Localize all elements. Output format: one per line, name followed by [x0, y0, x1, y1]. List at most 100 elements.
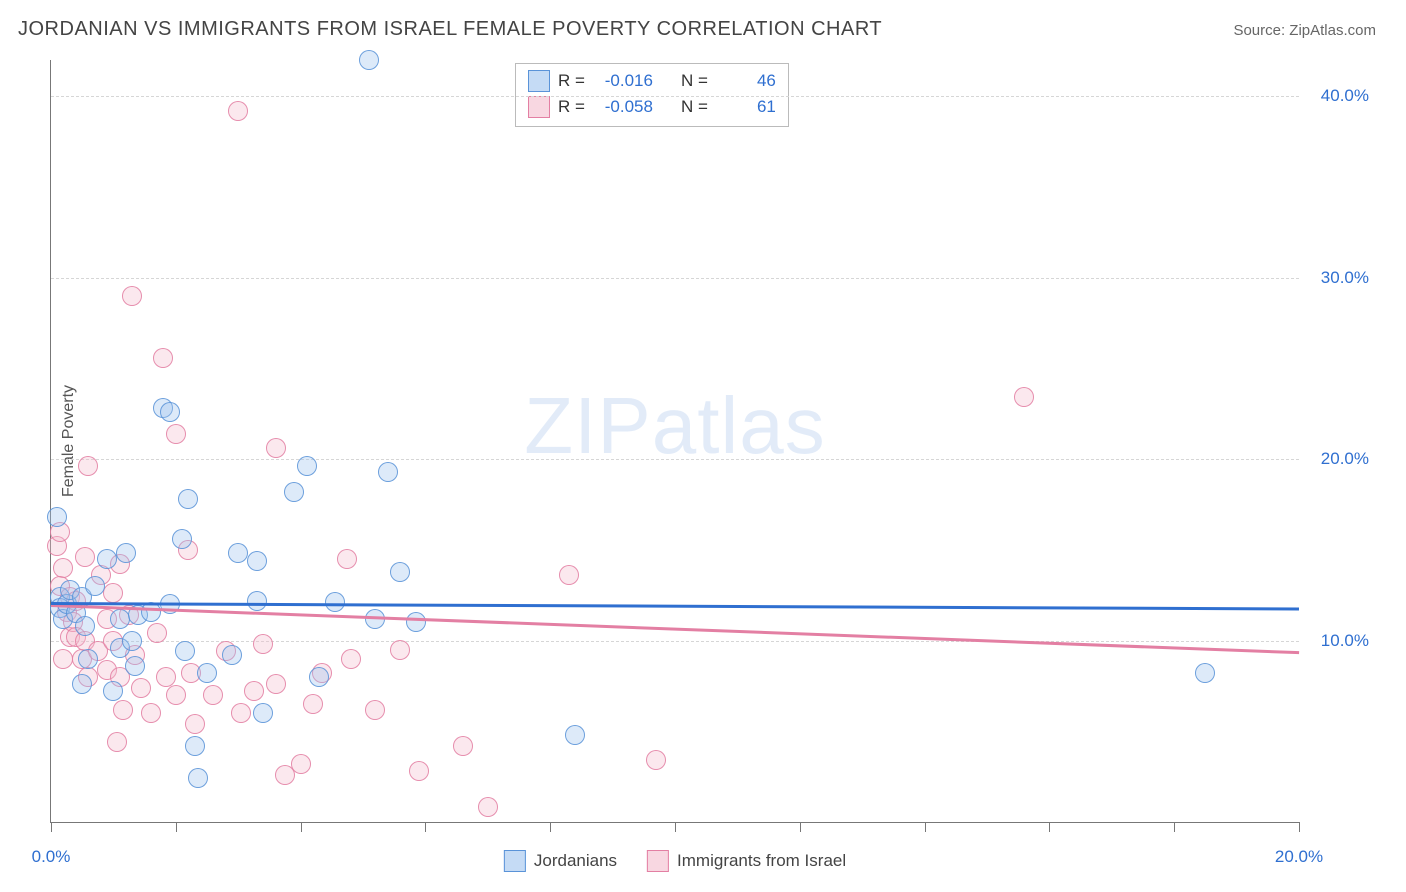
legend-label: Jordanians: [534, 851, 617, 871]
data-point-blue: [406, 612, 426, 632]
data-point-pink: [228, 101, 248, 121]
correlation-legend: R = -0.016 N = 46 R = -0.058 N = 61: [515, 63, 789, 127]
data-point-blue: [75, 616, 95, 636]
data-point-blue: [1195, 663, 1215, 683]
gridline: [51, 96, 1299, 97]
swatch-pink-icon: [528, 96, 550, 118]
data-point-pink: [103, 583, 123, 603]
data-point-blue: [85, 576, 105, 596]
x-tick-mark: [550, 822, 551, 832]
data-point-pink: [341, 649, 361, 669]
data-point-blue: [116, 543, 136, 563]
legend-item-blue: Jordanians: [504, 850, 617, 872]
data-point-pink: [141, 703, 161, 723]
data-point-pink: [107, 732, 127, 752]
data-point-blue: [390, 562, 410, 582]
x-tick-label: 20.0%: [1275, 847, 1323, 867]
data-point-blue: [309, 667, 329, 687]
data-point-pink: [185, 714, 205, 734]
data-point-pink: [231, 703, 251, 723]
data-point-pink: [153, 348, 173, 368]
data-point-blue: [284, 482, 304, 502]
n-value: 61: [716, 97, 776, 117]
data-point-blue: [122, 631, 142, 651]
n-value: 46: [716, 71, 776, 91]
x-tick-mark: [176, 822, 177, 832]
data-point-pink: [337, 549, 357, 569]
data-point-pink: [113, 700, 133, 720]
data-point-blue: [222, 645, 242, 665]
data-point-blue: [47, 507, 67, 527]
data-point-pink: [203, 685, 223, 705]
data-point-blue: [185, 736, 205, 756]
data-point-blue: [110, 609, 130, 629]
watermark: ZIPatlas: [524, 380, 825, 472]
data-point-pink: [303, 694, 323, 714]
r-value: -0.058: [593, 97, 653, 117]
data-point-pink: [78, 456, 98, 476]
data-point-blue: [188, 768, 208, 788]
data-point-blue: [297, 456, 317, 476]
swatch-blue-icon: [528, 70, 550, 92]
data-point-blue: [359, 50, 379, 70]
x-tick-mark: [925, 822, 926, 832]
data-point-pink: [53, 558, 73, 578]
data-point-pink: [365, 700, 385, 720]
data-point-blue: [175, 641, 195, 661]
data-point-pink: [244, 681, 264, 701]
data-point-blue: [197, 663, 217, 683]
data-point-blue: [97, 549, 117, 569]
x-tick-mark: [301, 822, 302, 832]
data-point-blue: [160, 402, 180, 422]
data-point-pink: [53, 649, 73, 669]
data-point-blue: [253, 703, 273, 723]
series-legend: Jordanians Immigrants from Israel: [504, 850, 846, 872]
data-point-blue: [247, 551, 267, 571]
data-point-pink: [409, 761, 429, 781]
data-point-blue: [172, 529, 192, 549]
x-tick-mark: [1299, 822, 1300, 832]
scatter-plot: Female Poverty ZIPatlas R = -0.016 N = 4…: [50, 60, 1299, 823]
data-point-pink: [559, 565, 579, 585]
data-point-pink: [131, 678, 151, 698]
data-point-pink: [166, 424, 186, 444]
data-point-pink: [1014, 387, 1034, 407]
y-axis-label: Female Poverty: [60, 385, 78, 497]
legend-item-pink: Immigrants from Israel: [647, 850, 846, 872]
data-point-pink: [156, 667, 176, 687]
gridline: [51, 641, 1299, 642]
swatch-blue-icon: [504, 850, 526, 872]
gridline: [51, 459, 1299, 460]
data-point-blue: [565, 725, 585, 745]
legend-label: Immigrants from Israel: [677, 851, 846, 871]
x-tick-mark: [1049, 822, 1050, 832]
x-tick-mark: [51, 822, 52, 832]
data-point-blue: [247, 591, 267, 611]
chart-title: JORDANIAN VS IMMIGRANTS FROM ISRAEL FEMA…: [18, 18, 882, 41]
data-point-pink: [478, 797, 498, 817]
data-point-pink: [266, 438, 286, 458]
data-point-blue: [228, 543, 248, 563]
regression-line-blue: [51, 602, 1299, 610]
gridline: [51, 278, 1299, 279]
data-point-blue: [125, 656, 145, 676]
y-tick-label: 10.0%: [1321, 631, 1369, 651]
x-tick-mark: [1174, 822, 1175, 832]
data-point-pink: [122, 286, 142, 306]
data-point-pink: [75, 547, 95, 567]
data-point-blue: [72, 674, 92, 694]
n-label: N =: [681, 97, 708, 117]
data-point-pink: [453, 736, 473, 756]
y-tick-label: 40.0%: [1321, 86, 1369, 106]
x-tick-mark: [800, 822, 801, 832]
data-point-blue: [103, 681, 123, 701]
data-point-pink: [291, 754, 311, 774]
r-label: R =: [558, 97, 585, 117]
data-point-pink: [166, 685, 186, 705]
r-value: -0.016: [593, 71, 653, 91]
data-point-pink: [646, 750, 666, 770]
data-point-blue: [178, 489, 198, 509]
data-point-pink: [266, 674, 286, 694]
r-label: R =: [558, 71, 585, 91]
x-tick-label: 0.0%: [32, 847, 71, 867]
